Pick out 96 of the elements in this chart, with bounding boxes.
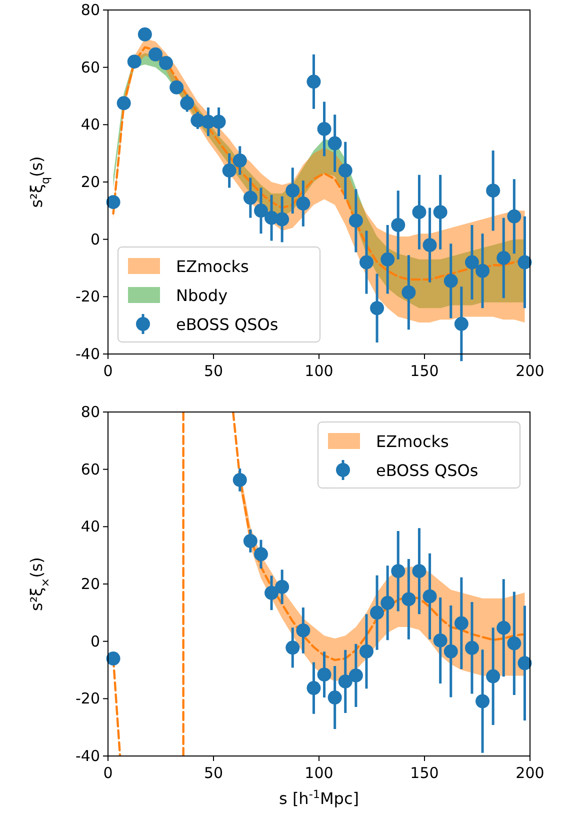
point bbox=[370, 606, 384, 620]
point bbox=[496, 250, 511, 265]
point bbox=[306, 74, 321, 89]
point bbox=[170, 80, 184, 94]
point bbox=[454, 616, 468, 630]
x-tick-label: 0 bbox=[103, 764, 113, 782]
point bbox=[264, 586, 279, 600]
point bbox=[127, 54, 142, 69]
legend-label: Nbody bbox=[176, 286, 228, 305]
y-tick-label: -20 bbox=[76, 288, 100, 306]
legend-label: EZmocks bbox=[376, 432, 449, 451]
point bbox=[222, 164, 236, 178]
point bbox=[486, 184, 500, 198]
y-tick-label: 80 bbox=[80, 1, 100, 19]
y-tick-label: -20 bbox=[76, 690, 100, 708]
y-tick-label: 40 bbox=[80, 116, 100, 134]
point bbox=[444, 274, 458, 288]
x-tick-label: 100 bbox=[304, 362, 334, 380]
point bbox=[328, 136, 342, 150]
x-axis-title: s [h$^{-1}$Mpc] bbox=[279, 788, 359, 808]
legend-label: eBOSS QSOs bbox=[176, 315, 278, 334]
point bbox=[433, 205, 448, 220]
y-tick-label: 20 bbox=[80, 575, 100, 593]
point bbox=[254, 204, 268, 218]
point bbox=[286, 184, 300, 198]
point bbox=[391, 218, 406, 232]
point bbox=[116, 96, 131, 110]
point bbox=[348, 214, 363, 228]
point bbox=[433, 633, 448, 648]
y-tick-label: 60 bbox=[80, 58, 100, 76]
point bbox=[275, 580, 290, 594]
point bbox=[180, 96, 194, 110]
y-tick-label: 0 bbox=[90, 230, 100, 248]
point bbox=[359, 644, 374, 658]
point bbox=[391, 564, 406, 578]
point bbox=[476, 264, 490, 278]
y-tick-label: 20 bbox=[80, 173, 100, 191]
x-tick-label: 150 bbox=[410, 764, 439, 782]
point bbox=[507, 636, 522, 650]
point bbox=[507, 209, 522, 224]
point bbox=[444, 644, 458, 658]
point bbox=[159, 56, 174, 70]
point bbox=[317, 122, 332, 136]
point bbox=[286, 640, 300, 655]
x-tick-label: 0 bbox=[103, 362, 113, 380]
legend-label: eBOSS QSOs bbox=[376, 461, 478, 480]
point bbox=[317, 668, 332, 682]
point bbox=[148, 47, 162, 62]
point bbox=[422, 589, 437, 604]
point bbox=[138, 27, 152, 42]
point bbox=[232, 472, 247, 487]
point bbox=[402, 592, 416, 606]
y-tick-label: 60 bbox=[80, 460, 100, 478]
point bbox=[338, 674, 352, 688]
point bbox=[243, 534, 258, 548]
point bbox=[275, 212, 290, 226]
point bbox=[380, 252, 395, 266]
point bbox=[106, 652, 120, 666]
point bbox=[348, 668, 363, 682]
point bbox=[370, 301, 384, 316]
x-tick-label: 150 bbox=[410, 362, 439, 380]
point bbox=[296, 623, 310, 638]
point bbox=[518, 656, 532, 670]
point bbox=[243, 190, 258, 205]
point bbox=[486, 669, 500, 684]
x-tick-label: 100 bbox=[304, 764, 334, 782]
point bbox=[338, 164, 352, 178]
y-tick-label: 40 bbox=[80, 518, 100, 536]
point bbox=[412, 564, 426, 578]
point bbox=[422, 238, 437, 252]
point bbox=[106, 195, 120, 210]
point bbox=[518, 255, 532, 270]
point bbox=[328, 690, 342, 705]
point bbox=[306, 681, 321, 696]
y-tick-label: 0 bbox=[90, 632, 100, 650]
point bbox=[232, 154, 247, 168]
point bbox=[412, 205, 426, 220]
x-tick-label: 200 bbox=[516, 764, 544, 782]
point bbox=[254, 547, 268, 562]
point bbox=[380, 596, 395, 610]
x-tick-label: 50 bbox=[204, 764, 224, 782]
point bbox=[464, 640, 479, 655]
x-tick-label: 200 bbox=[516, 362, 544, 380]
x-tick-label: 50 bbox=[204, 362, 224, 380]
point bbox=[402, 285, 416, 300]
legend-label: EZmocks bbox=[176, 257, 249, 276]
point bbox=[212, 114, 226, 129]
point bbox=[359, 255, 374, 270]
point bbox=[464, 255, 479, 270]
point bbox=[496, 620, 511, 635]
point bbox=[454, 316, 468, 331]
y-tick-label: -40 bbox=[76, 345, 100, 363]
y-tick-label: -40 bbox=[76, 747, 100, 765]
point bbox=[476, 694, 490, 708]
point bbox=[296, 196, 310, 210]
y-tick-label: 80 bbox=[80, 403, 100, 421]
